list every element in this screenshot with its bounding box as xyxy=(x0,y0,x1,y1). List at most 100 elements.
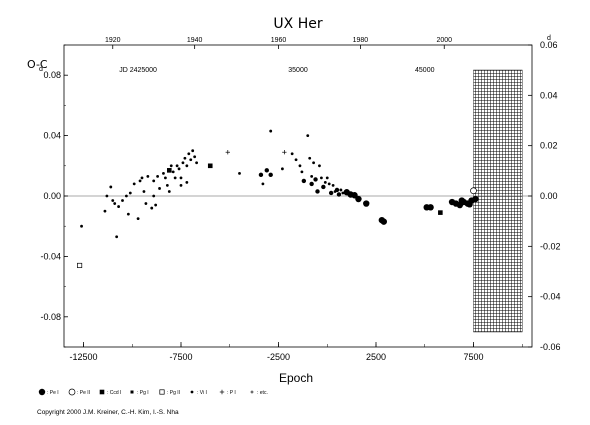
data-point xyxy=(318,164,321,168)
year-tick-label: 1960 xyxy=(271,37,287,44)
copyright-text: Copyright 2000 J.M. Kreiner, C.-H. Kim, … xyxy=(37,409,179,416)
data-point xyxy=(144,202,148,205)
x-axis-label: Epoch xyxy=(279,371,313,385)
legend-marker xyxy=(159,389,165,395)
year-tick-label: 1980 xyxy=(353,37,369,44)
data-point xyxy=(238,171,241,175)
data-point xyxy=(152,194,156,198)
right-y-tick-label: -0.06 xyxy=(540,342,561,352)
data-point xyxy=(77,262,83,269)
data-point xyxy=(113,202,117,205)
data-point xyxy=(313,177,318,182)
legend-marker xyxy=(219,389,225,395)
data-point xyxy=(121,199,124,202)
data-point xyxy=(165,184,169,187)
data-point xyxy=(175,164,179,168)
jd-label: 35000 xyxy=(288,67,308,74)
data-point xyxy=(327,182,331,186)
legend-label: : Vi I xyxy=(197,390,207,396)
legend-marker xyxy=(190,390,194,394)
data-point xyxy=(333,190,337,193)
data-point xyxy=(140,176,144,180)
data-point xyxy=(309,181,314,187)
data-point xyxy=(336,192,342,197)
data-point xyxy=(323,181,327,184)
data-point xyxy=(301,178,307,184)
data-point xyxy=(325,176,329,180)
data-point xyxy=(167,190,171,193)
x-tick-label: 7500 xyxy=(463,352,483,362)
data-point xyxy=(152,179,156,183)
data-point xyxy=(195,161,199,165)
legend-marker xyxy=(38,388,46,396)
legend-label: : Pg II xyxy=(167,390,180,396)
data-point xyxy=(308,156,312,160)
data-point xyxy=(191,149,195,153)
data-point xyxy=(173,176,177,180)
data-point xyxy=(167,168,172,173)
hatched-region xyxy=(473,69,523,333)
data-point xyxy=(470,187,477,195)
data-point xyxy=(169,164,173,168)
y-axis-label: O-C xyxy=(27,58,48,71)
data-point xyxy=(158,187,161,190)
data-point xyxy=(331,184,335,187)
legend-label: : Pe I xyxy=(47,390,59,396)
data-point xyxy=(300,170,304,174)
data-point xyxy=(339,188,343,192)
data-point xyxy=(306,134,310,138)
data-point xyxy=(341,191,345,195)
data-point xyxy=(187,152,191,156)
data-point xyxy=(128,191,132,195)
data-point xyxy=(125,194,128,198)
data-point xyxy=(185,164,189,168)
data-point xyxy=(111,199,115,202)
data-point xyxy=(154,203,158,207)
x-tick-label: -7500 xyxy=(169,352,192,362)
year-tick-label: 2000 xyxy=(436,37,452,44)
data-point xyxy=(320,176,323,180)
right-y-tick-label: -0.02 xyxy=(540,241,561,251)
data-point xyxy=(193,155,197,159)
data-point xyxy=(294,158,298,162)
data-point xyxy=(321,184,326,190)
data-point xyxy=(142,190,146,193)
data-point xyxy=(126,212,130,216)
data-point xyxy=(261,182,265,186)
data-point xyxy=(328,190,334,196)
legend-marker xyxy=(99,389,105,395)
chart-title: UX Her xyxy=(273,16,322,32)
left-y-tick-label: 0.08 xyxy=(43,70,61,80)
data-point xyxy=(268,172,273,178)
data-point xyxy=(183,156,187,160)
data-point xyxy=(312,161,315,165)
data-point xyxy=(156,174,160,178)
data-point xyxy=(146,174,150,178)
left-y-tick-label: 0.00 xyxy=(43,191,61,201)
data-point xyxy=(225,150,230,155)
data-point xyxy=(281,167,284,171)
jd-label: 45000 xyxy=(415,67,435,74)
data-point xyxy=(298,164,302,168)
data-point xyxy=(458,197,465,204)
data-point xyxy=(164,176,167,180)
left-y-tick-label: -0.04 xyxy=(40,251,61,261)
year-tick-label: 1920 xyxy=(105,37,121,44)
legend-label: : etc. xyxy=(257,390,268,396)
right-y-tick-label: 0.02 xyxy=(540,141,558,151)
data-point xyxy=(109,185,113,189)
data-point xyxy=(282,150,287,155)
data-point xyxy=(315,189,320,194)
data-point xyxy=(103,209,107,213)
jd-label: JD 2425000 xyxy=(119,67,157,74)
data-point xyxy=(258,172,264,178)
data-point xyxy=(171,170,175,174)
data-point xyxy=(138,179,142,183)
right-y-tick-label: -0.04 xyxy=(540,292,561,302)
data-point xyxy=(177,167,181,171)
data-point xyxy=(117,205,120,208)
right-y-exponent: d xyxy=(547,35,551,42)
data-point xyxy=(472,195,479,203)
legend-marker xyxy=(250,390,254,394)
